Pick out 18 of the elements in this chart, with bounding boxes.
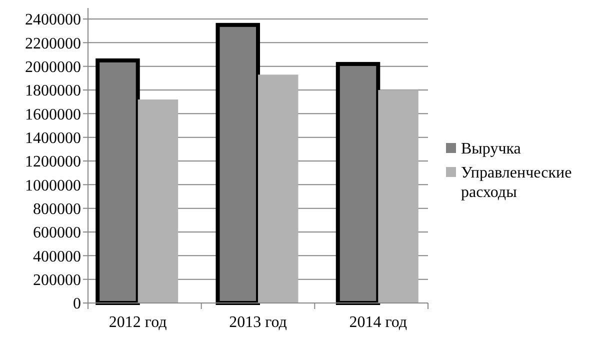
y-tick-label: 1600000: [25, 106, 81, 124]
y-tick-label: 600000: [33, 224, 81, 242]
y-tick-label: 1000000: [25, 177, 81, 194]
y-tick-label: 1200000: [25, 154, 81, 171]
y-tick-label: 400000: [33, 248, 81, 266]
x-tick-label: 2012 год: [108, 314, 167, 331]
y-tick-label: 2000000: [25, 58, 81, 76]
y-tick-label: 0: [73, 296, 81, 313]
y-tick-label: 800000: [33, 200, 81, 218]
legend-label: Управленческие расходы: [461, 164, 572, 201]
y-tick-label: 1400000: [25, 130, 81, 147]
x-tick-label: 2013 год: [229, 314, 287, 331]
y-tick-label: 1800000: [25, 82, 81, 100]
x-tick-label: 2014 год: [349, 314, 408, 331]
y-tick-label: 2200000: [25, 35, 81, 52]
y-tick-label: 2400000: [25, 12, 81, 29]
y-tick-label: 200000: [33, 272, 81, 289]
legend-label: Выручка: [461, 140, 521, 158]
